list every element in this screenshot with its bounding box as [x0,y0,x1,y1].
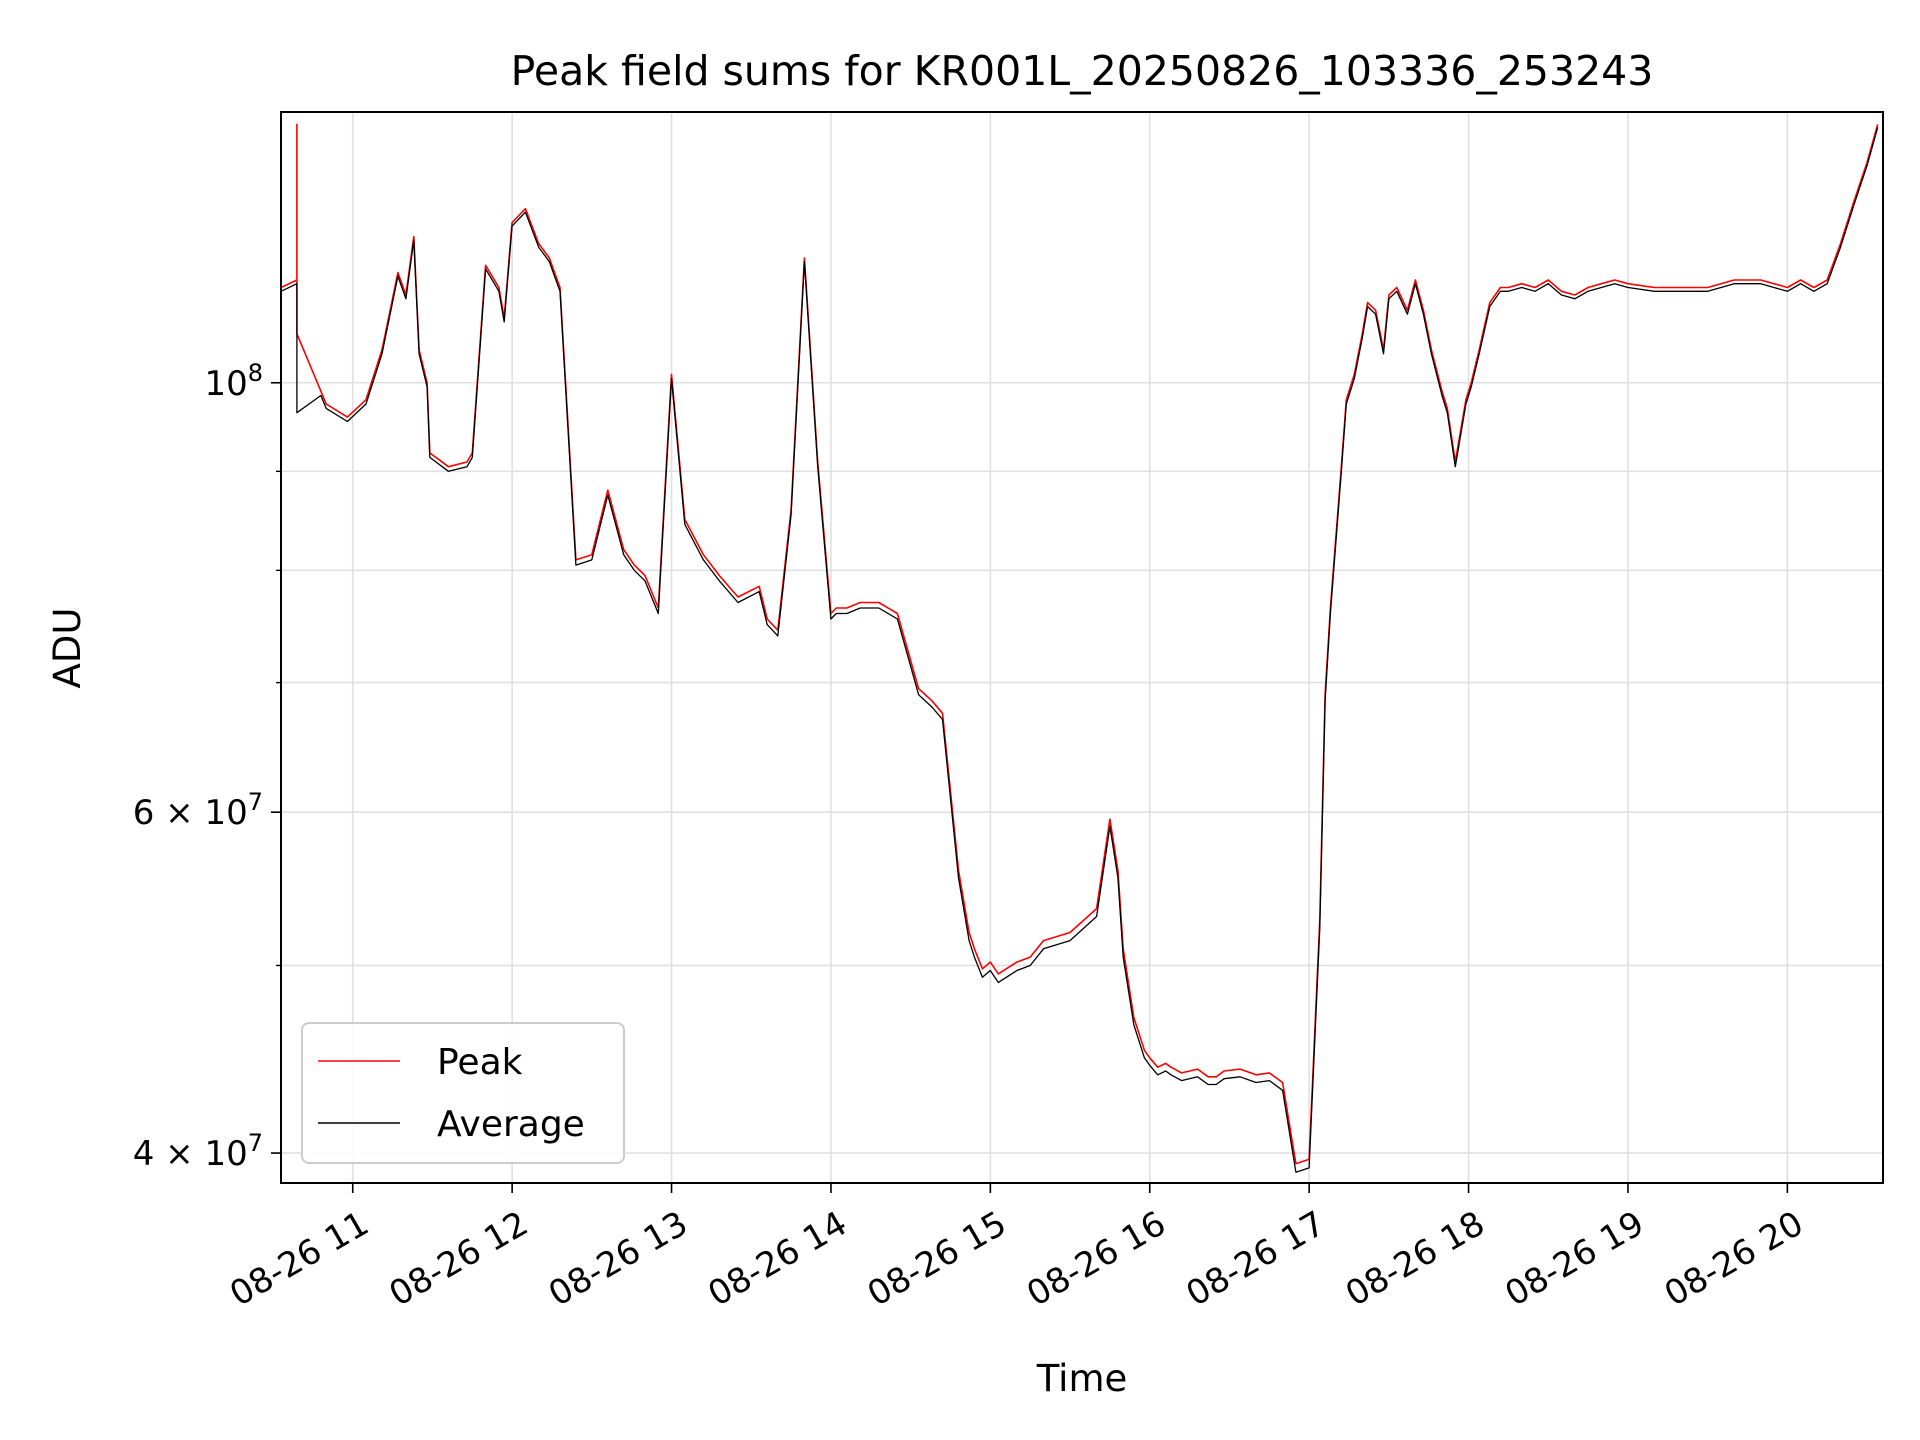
series-layer [281,123,1879,1173]
series-line-average [281,127,1879,1173]
y-axis-label: ADU [46,608,89,689]
legend: Peak Average [301,1022,625,1164]
y-tick-label: 6 × 107 [133,788,263,833]
legend-label-peak: Peak [437,1042,523,1083]
chart-title: Peak field sums for KR001L_20250826_1033… [511,47,1654,95]
grid [281,112,1883,1183]
y-tick-label: 4 × 107 [133,1129,263,1174]
x-axis-label: Time [1036,1357,1128,1400]
legend-box [301,1022,625,1164]
y-tick-label: 108 [204,359,263,404]
plot-frame [280,111,1884,1184]
legend-label-average: Average [437,1104,585,1145]
series-line-peak [281,123,1879,1165]
